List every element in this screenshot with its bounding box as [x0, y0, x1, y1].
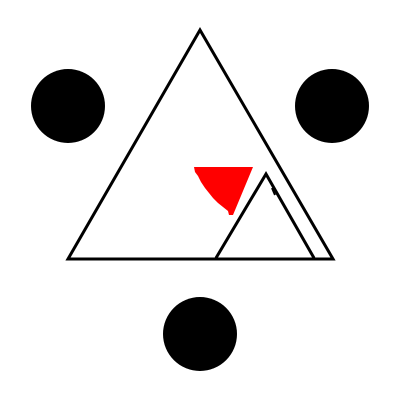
inner-triangle	[214, 171, 316, 259]
inner-triangle-tick	[271, 187, 276, 196]
dot-top-left	[31, 69, 105, 143]
dot-bottom	[163, 297, 237, 371]
red-pointer-triangle	[194, 167, 253, 215]
dot-top-right	[295, 69, 369, 143]
outer-triangle	[65, 27, 336, 261]
